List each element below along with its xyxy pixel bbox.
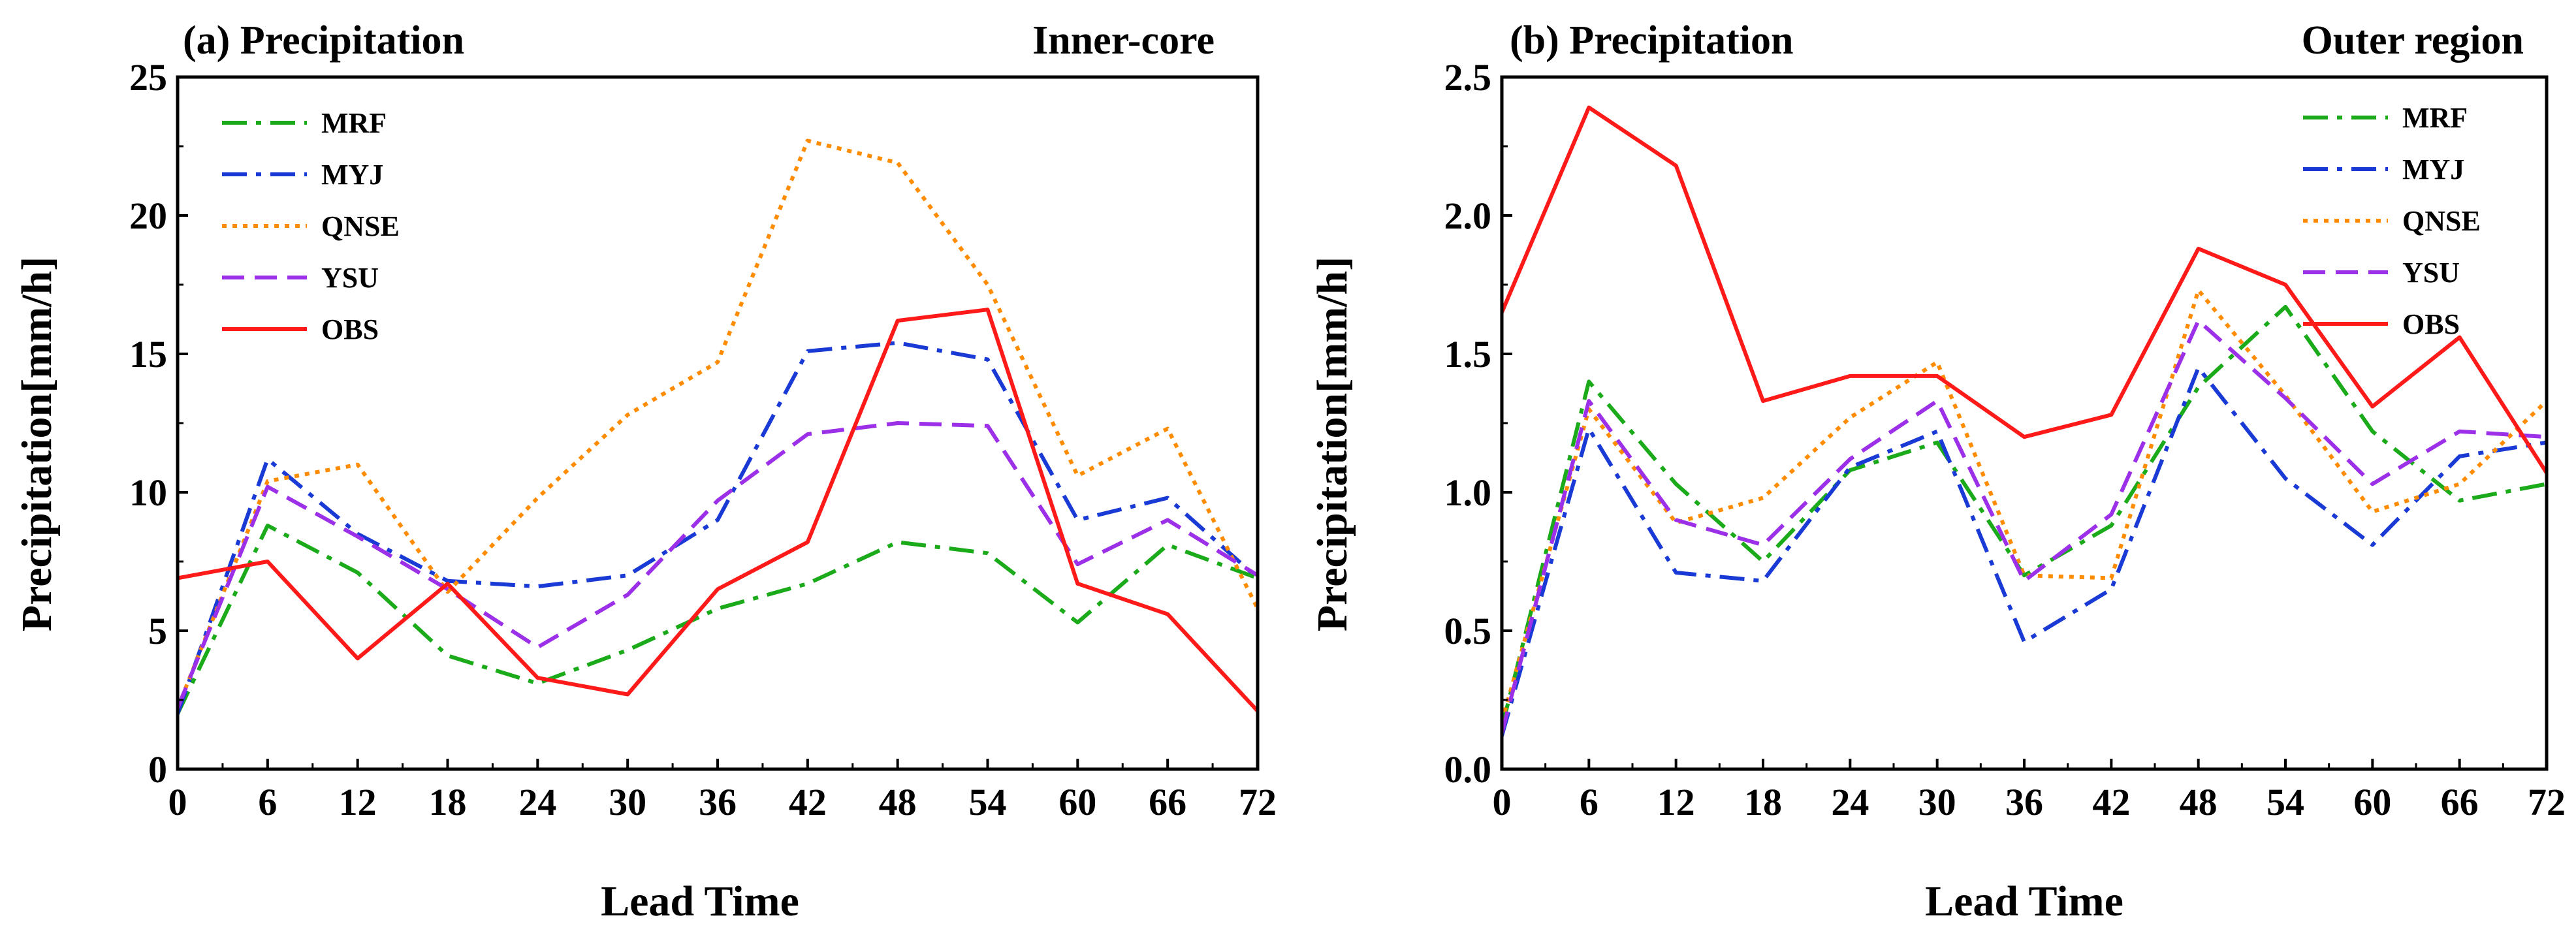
chart-b-x-tick-label: 6 bbox=[1580, 781, 1598, 823]
chart-a-x-tick-label: 54 bbox=[969, 781, 1007, 823]
chart-a-x-tick-label: 66 bbox=[1149, 781, 1186, 823]
chart-b-x-tick-label: 24 bbox=[1831, 781, 1869, 823]
chart-a-x-tick-label: 60 bbox=[1058, 781, 1096, 823]
chart-a-x-tick-label: 0 bbox=[168, 781, 187, 823]
chart-a-series-mrf bbox=[178, 523, 1258, 715]
chart-b-y-tick-label: 0.0 bbox=[1444, 748, 1492, 791]
chart-b-x-tick-label: 0 bbox=[1493, 781, 1512, 823]
chart-b-x-tick-label: 36 bbox=[2005, 781, 2043, 823]
chart-a-region-label: Inner-core bbox=[1032, 18, 1215, 63]
chart-a-x-tick-label: 6 bbox=[258, 781, 277, 823]
chart-b-y-axis-label: Precipitation[mm/h] bbox=[1309, 257, 1356, 631]
chart-a-x-tick-label: 48 bbox=[879, 781, 917, 823]
chart-b-x-tick-label: 42 bbox=[2092, 781, 2130, 823]
chart-b-series-myj bbox=[1502, 366, 2547, 737]
chart-a-x-tick-label: 36 bbox=[699, 781, 737, 823]
chart-a-legend-label-obs: OBS bbox=[321, 313, 379, 345]
chart-panel-b: (b) Precipitation Outer region Precipita… bbox=[1288, 0, 2576, 932]
chart-b-series-ysu bbox=[1502, 319, 2547, 734]
chart-b-x-axis-label: Lead Time bbox=[1925, 878, 2123, 925]
chart-a-x-tick-label: 72 bbox=[1239, 781, 1277, 823]
chart-b-y-tick-label: 2.5 bbox=[1444, 56, 1492, 99]
chart-b-x-tick-label: 60 bbox=[2353, 781, 2391, 823]
chart-a-x-tick-label: 30 bbox=[609, 781, 646, 823]
chart-b-y-tick-label: 0.5 bbox=[1444, 610, 1492, 652]
chart-a-y-tick-label: 5 bbox=[148, 610, 167, 652]
chart-a-series-ysu bbox=[178, 421, 1258, 709]
chart-b-plot-frame bbox=[1500, 75, 2549, 771]
chart-a-y-tick-label: 25 bbox=[129, 56, 167, 99]
chart-a-x-tick-label: 18 bbox=[429, 781, 467, 823]
chart-b-x-tick-label: 12 bbox=[1657, 781, 1695, 823]
chart-b-legend-label-qnse: QNSE bbox=[2402, 205, 2481, 237]
chart-b-panel-label: (b) Precipitation bbox=[1510, 18, 1794, 63]
chart-a-y-tick-label: 20 bbox=[129, 195, 167, 237]
chart-b-x-tick-label: 54 bbox=[2266, 781, 2304, 823]
chart-a-y-tick-label: 15 bbox=[129, 333, 167, 375]
chart-a-x-tick-label: 12 bbox=[339, 781, 377, 823]
chart-a-x-tick-label: 24 bbox=[518, 781, 556, 823]
chart-b-y-tick-label: 2.0 bbox=[1444, 195, 1492, 237]
chart-a-y-axis-label: Precipitation[mm/h] bbox=[13, 257, 61, 631]
chart-a-y-tick-label: 0 bbox=[148, 748, 167, 791]
chart-b-x-tick-label: 18 bbox=[1744, 781, 1782, 823]
chart-a-x-axis-label: Lead Time bbox=[601, 878, 799, 925]
chart-b-legend-label-myj: MYJ bbox=[2402, 153, 2464, 185]
chart-b-region-label: Outer region bbox=[2302, 18, 2524, 63]
chart-a-series-obs bbox=[178, 308, 1258, 713]
chart-b-y-tick-label: 1.5 bbox=[1444, 333, 1492, 375]
chart-b-svg: (b) Precipitation Outer region Precipita… bbox=[1309, 18, 2566, 925]
chart-b-legend-label-ysu: YSU bbox=[2402, 257, 2460, 289]
chart-a-series-qnse bbox=[178, 138, 1258, 709]
chart-a-legend-label-myj: MYJ bbox=[321, 159, 383, 191]
chart-b-legend-label-mrf: MRF bbox=[2402, 102, 2468, 134]
chart-a-svg: (a) Precipitation Inner-core Precipitati… bbox=[13, 18, 1277, 925]
chart-a-panel-label: (a) Precipitation bbox=[183, 18, 464, 63]
chart-b-series-qnse bbox=[1502, 288, 2547, 723]
chart-b-y-tick-label: 1.0 bbox=[1444, 471, 1492, 514]
chart-b-x-tick-label: 72 bbox=[2528, 781, 2566, 823]
chart-panel-a: (a) Precipitation Inner-core Precipitati… bbox=[0, 0, 1288, 932]
chart-b-x-tick-label: 48 bbox=[2180, 781, 2218, 823]
chart-a-legend-label-qnse: QNSE bbox=[321, 210, 400, 242]
chart-b-x-tick-label: 66 bbox=[2441, 781, 2479, 823]
chart-b-legend-label-obs: OBS bbox=[2402, 308, 2460, 340]
chart-a-x-tick-label: 42 bbox=[789, 781, 827, 823]
chart-a-series-myj bbox=[178, 341, 1258, 715]
chart-b-x-tick-label: 30 bbox=[1918, 781, 1956, 823]
chart-b-series-mrf bbox=[1502, 304, 2547, 729]
chart-a-legend-label-mrf: MRF bbox=[321, 107, 387, 139]
chart-a-y-tick-label: 10 bbox=[129, 471, 167, 514]
chart-a-legend-label-ysu: YSU bbox=[321, 262, 379, 294]
chart-b-series-obs bbox=[1502, 105, 2547, 474]
